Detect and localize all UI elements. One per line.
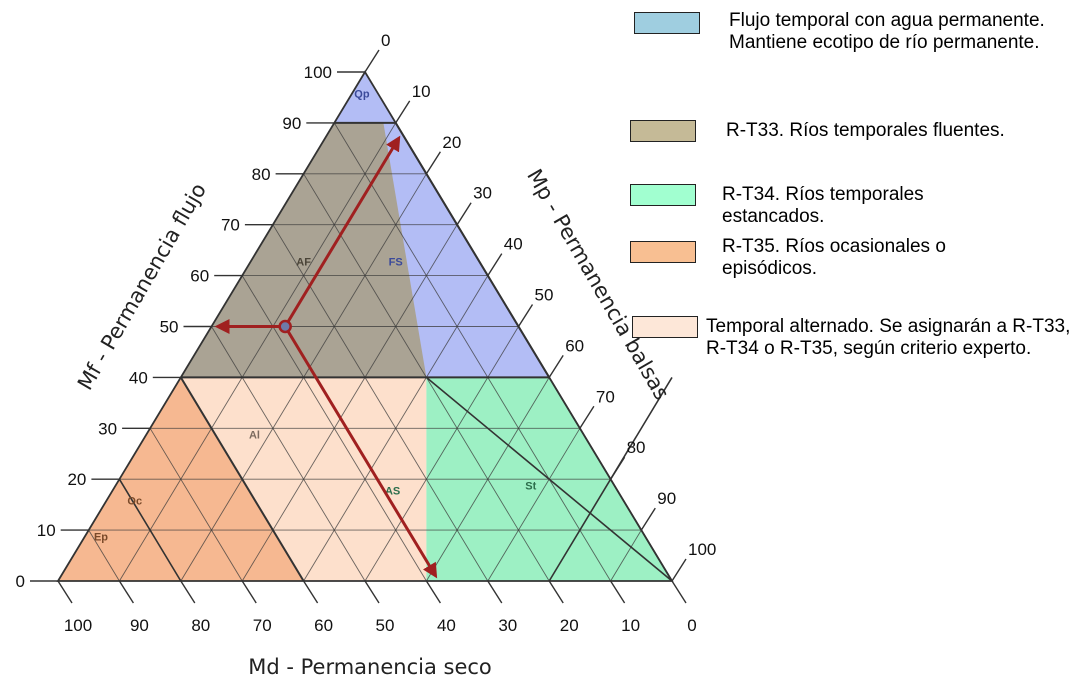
grid-line-mp [241, 224, 458, 582]
tick-mark-md [548, 580, 564, 604]
border-af-fs [394, 122, 551, 378]
tick-label-mf: 100 [304, 63, 332, 82]
zone-label-oc: Oc [127, 496, 142, 508]
tick-label-mf: 60 [190, 267, 209, 286]
tick-label-md: 50 [376, 616, 395, 635]
grid-line-mp [364, 326, 519, 582]
tick-label-md: 30 [498, 616, 517, 635]
tick-label-md: 10 [621, 616, 640, 635]
zone-label-fs: FS [389, 256, 403, 268]
grid-line-md [88, 529, 120, 582]
grid-line-md [149, 428, 243, 582]
tick-label-md: 90 [130, 616, 149, 635]
border-al-as [425, 376, 673, 582]
tick-label-mf: 50 [160, 318, 179, 337]
tick-mark-md [671, 580, 687, 604]
tick-mark-md [487, 580, 503, 604]
grid-line-md [272, 224, 489, 582]
legend-swatch [630, 120, 696, 142]
zone-label-st: St [525, 480, 536, 492]
legend-swatch [634, 12, 700, 34]
grid-line-md [211, 326, 366, 582]
tick-label-md: 0 [687, 616, 696, 635]
tick-label-mp: 50 [535, 286, 554, 305]
tick-label-mp: 40 [504, 235, 523, 254]
tick-label-mf: 90 [282, 114, 301, 133]
legend-text: Temporal alternado. Se asignarán a R-T33… [706, 316, 1071, 359]
legend-swatch [630, 241, 696, 263]
tick-label-mp: 30 [473, 184, 492, 203]
tick-mark-mp [579, 405, 595, 429]
tick-label-md: 80 [191, 616, 210, 635]
example-arrows [214, 135, 438, 579]
tick-mark-mp [364, 49, 380, 73]
tick-label-mf: 10 [37, 521, 56, 540]
legend-swatch [630, 184, 696, 206]
legend-text: R-T33. Ríos temporales fluentes. [726, 120, 1005, 141]
grid-line-md [333, 122, 611, 582]
border-oc-al [179, 376, 305, 582]
example-point [278, 319, 292, 334]
tick-label-mp: 80 [627, 438, 646, 457]
tick-label-mf: 70 [221, 216, 240, 235]
tick-label-mp: 70 [596, 387, 615, 406]
tick-mark-mp [671, 558, 687, 582]
tick-mark-mp [456, 202, 472, 226]
md-axis-title: Md - Permanencia seco [248, 655, 492, 679]
tick-mark-mp [610, 456, 626, 480]
tick-label-md: 20 [560, 616, 579, 635]
tick-mark-mp [425, 151, 441, 175]
tick-mark-md [303, 580, 319, 604]
tick-label-mp: 20 [442, 133, 461, 152]
tick-mark-mp [640, 507, 656, 531]
tick-mark-mp [548, 355, 564, 378]
tick-label-md: 70 [253, 616, 272, 635]
tick-mark-md [118, 580, 134, 604]
tick-label-mp: 90 [657, 489, 676, 508]
zone-label-ep: Ep [94, 531, 108, 543]
tick-label-mf: 30 [98, 419, 117, 438]
tick-mark-mp [395, 100, 411, 124]
zone-label-qp: Qp [354, 88, 370, 100]
tick-mark-md [57, 580, 73, 604]
zone-qp [334, 72, 396, 123]
tick-label-md: 40 [437, 616, 456, 635]
border-ep-oc [118, 478, 182, 582]
zone-fs-inner [383, 122, 550, 378]
tick-label-md: 60 [314, 616, 333, 635]
grid-line-mp [610, 529, 642, 582]
tick-label-mf: 0 [16, 572, 25, 591]
arrow-to-mp [283, 135, 401, 328]
legend-swatch [632, 316, 698, 338]
legend-text: R-T34. Ríos temporales estancados. [722, 184, 924, 227]
tick-label-mp: 100 [688, 540, 716, 559]
tick-label-mf: 40 [129, 368, 148, 387]
zone-labels: Qp FS AF Al AS St Oc Ep [94, 88, 537, 543]
tick-label-mp: 0 [381, 31, 390, 50]
zone-label-as: AS [385, 485, 400, 497]
tick-mark-mp [487, 253, 503, 276]
legend-text: R-T35. Ríos ocasionales o episódicos. [722, 236, 946, 279]
legend-text: Flujo temporal con agua permanente. Mant… [729, 10, 1045, 53]
grid-line-mp [487, 428, 581, 582]
tick-label-md: 100 [64, 616, 92, 635]
tick-mark-md [241, 580, 257, 604]
tick-mark-md [180, 580, 196, 604]
tick-mark-md [610, 580, 626, 604]
tick-mark-md [425, 580, 441, 604]
tick-label-mp: 10 [412, 82, 431, 101]
tick-label-mp: 60 [565, 336, 584, 355]
zone-label-al: Al [249, 429, 260, 441]
tick-mark-md [364, 580, 380, 604]
tick-mark-mp [517, 304, 534, 327]
axis-ticks: 0010010109020208030307040406050505060604… [16, 31, 717, 635]
grid-line-mp [119, 122, 397, 582]
tick-label-mf: 20 [67, 470, 86, 489]
tick-label-mf: 80 [252, 165, 271, 184]
zone-label-af: AF [296, 256, 311, 268]
arrow-to-md [283, 325, 438, 579]
